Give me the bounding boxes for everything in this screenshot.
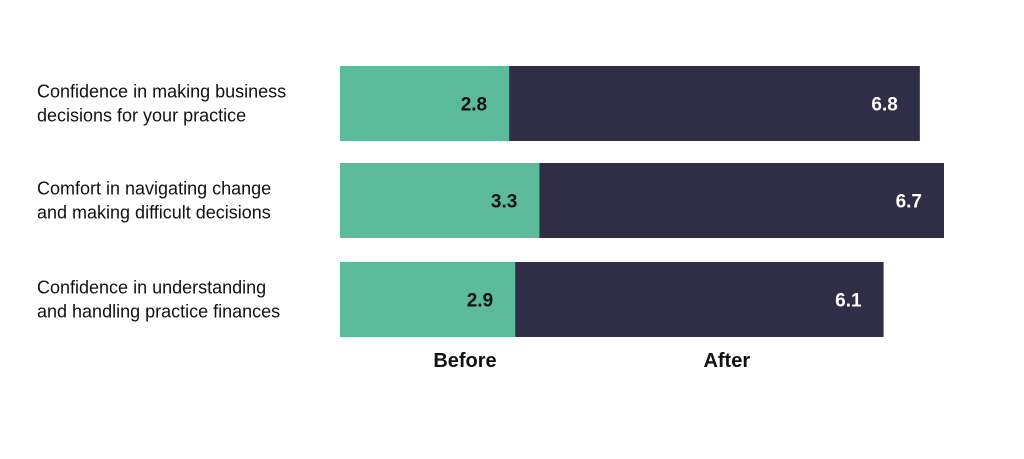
category-label: Confidence in making business decisions f… [37,82,286,126]
value-labels: 2.8 6.8 3.3 6.7 2.9 6.1 [461,95,922,312]
category-label-line: and making difficult decisions [37,203,271,223]
value-label-after: 6.8 [871,95,897,116]
bar-before [340,262,516,337]
category-label-line: Confidence in making business [37,82,286,102]
category-label-line: Confidence in understanding [37,278,266,298]
category-label: Confidence in understanding and handling … [37,278,280,322]
value-label-before: 2.9 [467,291,493,312]
bar-after [515,262,884,337]
bar-after [539,163,944,238]
value-label-before: 3.3 [491,192,517,213]
value-label-after: 6.7 [896,192,922,213]
category-label-line: and handling practice finances [37,302,280,322]
value-label-before: 2.8 [461,95,487,116]
bar-after [509,66,920,141]
bars-layer [340,66,944,337]
bar-before [340,66,510,141]
category-label: Comfort in navigating change and making d… [37,179,271,223]
legend-label-after: After [703,350,750,372]
bar-before [340,163,540,238]
category-labels: Confidence in making business decisions f… [37,82,286,322]
value-label-after: 6.1 [835,291,862,312]
category-label-line: decisions for your practice [37,106,246,126]
legend-label-before: Before [433,350,496,372]
category-label-line: Comfort in navigating change [37,179,271,199]
legend: Before After [433,350,750,372]
